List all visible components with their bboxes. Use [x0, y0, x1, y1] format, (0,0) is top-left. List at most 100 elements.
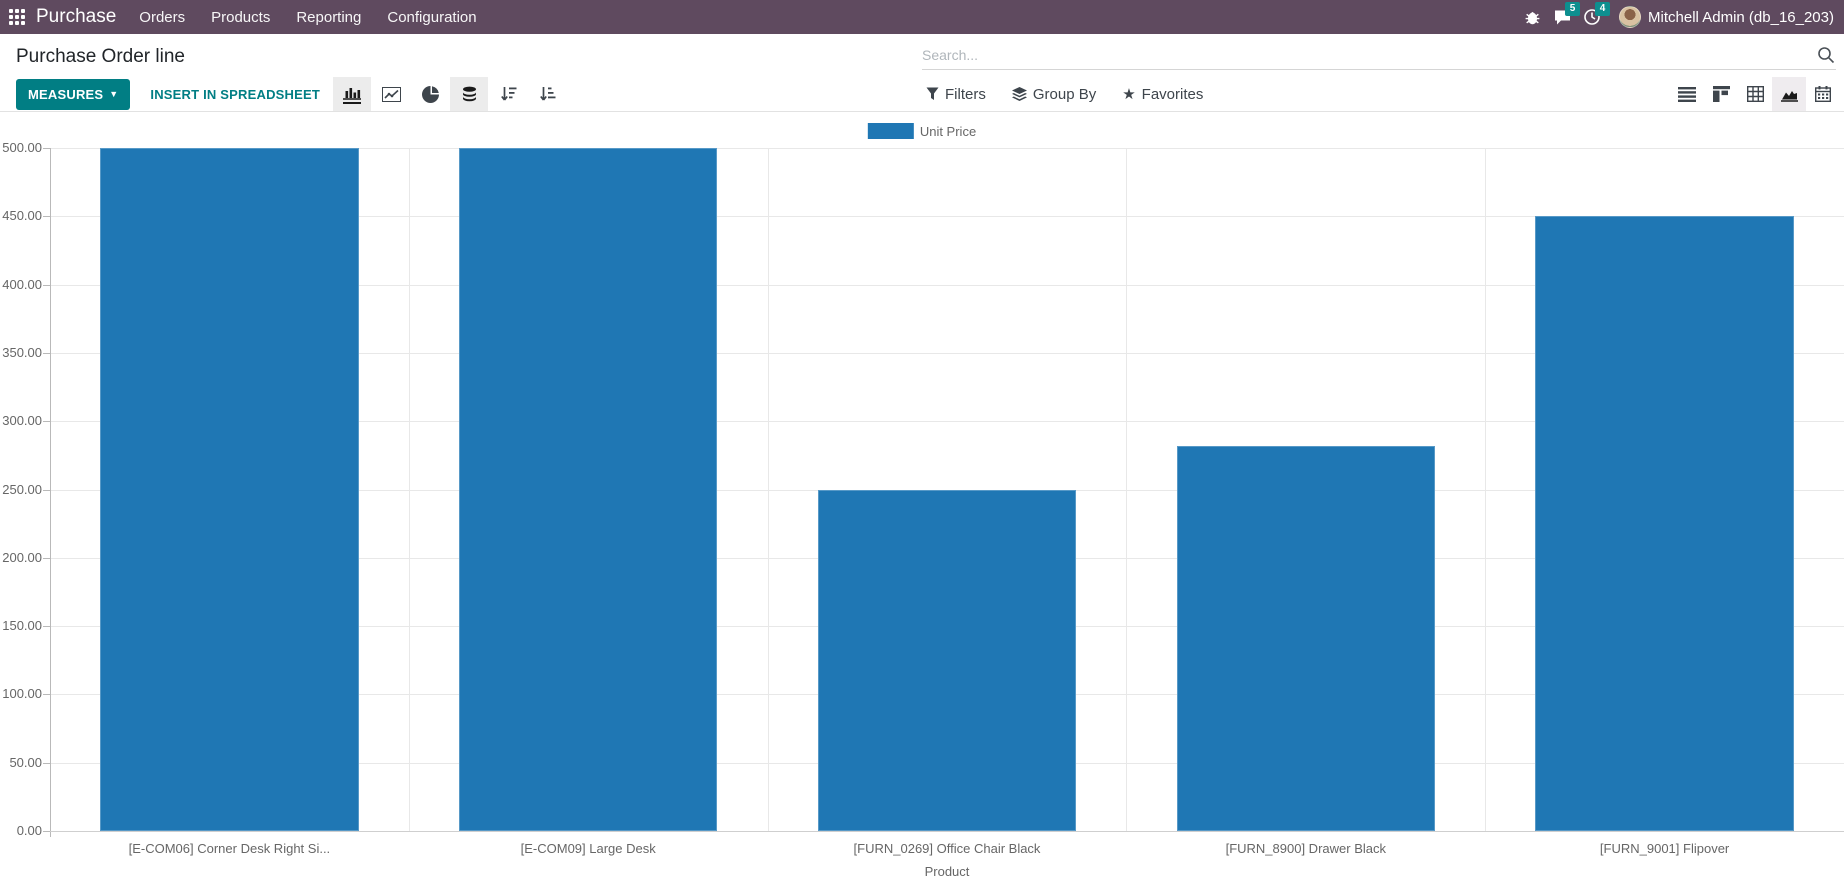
bar-chart-mode-button[interactable] [333, 77, 372, 111]
layers-icon [1011, 87, 1027, 101]
x-axis-label: [FURN_9001] Flipover [1599, 841, 1730, 856]
list-view-button[interactable] [1670, 77, 1704, 111]
pivot-view-button[interactable] [1738, 77, 1772, 111]
user-name[interactable]: Mitchell Admin (db_16_203) [1648, 8, 1834, 26]
pivot-view-icon [1746, 86, 1764, 102]
line-chart-mode-button[interactable] [372, 77, 410, 111]
y-tick [43, 626, 50, 628]
y-axis-label: 350.00 [2, 344, 42, 360]
menu-products[interactable]: Products [211, 8, 271, 26]
y-tick [43, 557, 50, 559]
v-gridline [1485, 148, 1487, 831]
legend-item-unit-price[interactable]: Unit Price [867, 123, 977, 139]
y-tick [43, 284, 50, 286]
y-tick [43, 216, 50, 218]
h-gridline [50, 421, 1844, 423]
y-axis-line [50, 148, 51, 837]
list-view-icon [1678, 86, 1696, 102]
x-axis-label: [E-COM06] Corner Desk Right Si... [128, 841, 331, 856]
filters-button[interactable]: Filters [926, 86, 986, 103]
measures-label: MEASURES [28, 86, 104, 102]
navbar-right: 5 4 Mitchell Admin (db_16_203) [1517, 0, 1844, 34]
main-menus: Orders Products Reporting Configuration [126, 0, 489, 34]
navbar-left: Purchase Orders Products Reporting Confi… [0, 0, 490, 34]
y-tick [43, 694, 50, 696]
sort-descending-button[interactable] [489, 77, 527, 111]
y-tick [43, 831, 50, 832]
sort-ascending-button[interactable] [528, 77, 566, 111]
x-axis-title: Product [924, 864, 970, 879]
y-axis-label: 250.00 [2, 481, 42, 497]
search-icon[interactable] [1816, 45, 1836, 65]
x-axis-label: [E-COM09] Large Desk [520, 841, 656, 856]
y-tick [43, 762, 50, 764]
sort-asc-icon [539, 87, 556, 101]
filter-funnel-icon [926, 87, 939, 100]
v-gridline [1126, 148, 1128, 831]
apps-menu-icon[interactable] [0, 0, 34, 34]
favorites-button[interactable]: ★ Favorites [1122, 85, 1204, 104]
legend-label: Unit Price [919, 123, 977, 139]
app-brand[interactable]: Purchase [36, 6, 117, 27]
h-gridline [50, 284, 1844, 286]
x-axis-label: [FURN_8900] Drawer Black [1225, 841, 1386, 856]
y-axis-label: 100.00 [2, 686, 42, 702]
bar-5[interactable] [1535, 216, 1794, 831]
pie-chart-icon [421, 85, 439, 103]
debug-bug-icon[interactable] [1517, 0, 1547, 34]
search-box [922, 40, 1836, 70]
favorites-label: Favorites [1141, 85, 1204, 103]
insert-in-spreadsheet-button[interactable]: INSERT IN SPREADSHEET [138, 79, 332, 110]
group-by-label: Group By [1032, 85, 1097, 103]
group-by-button[interactable]: Group By [1011, 85, 1097, 103]
menu-configuration[interactable]: Configuration [387, 8, 477, 26]
activities-button[interactable]: 4 [1577, 0, 1611, 34]
top-navbar: Purchase Orders Products Reporting Confi… [0, 0, 1844, 34]
sort-desc-icon [500, 87, 517, 101]
stacked-toggle-button[interactable] [450, 77, 489, 111]
stacked-database-icon [462, 86, 476, 101]
bar-4[interactable] [1176, 445, 1435, 831]
y-axis-label: 150.00 [2, 618, 42, 634]
y-tick [43, 489, 50, 491]
bar-chart-icon [343, 85, 362, 104]
y-tick [43, 148, 50, 149]
page-title: Purchase Order line [16, 46, 185, 67]
chart-toolbar: MEASURES ▼ INSERT IN SPREADSHEET [16, 76, 566, 112]
star-icon: ★ [1122, 86, 1136, 103]
bar-2[interactable] [459, 148, 718, 831]
menu-reporting[interactable]: Reporting [296, 8, 362, 26]
messages-badge: 5 [1565, 2, 1581, 16]
line-chart-icon [381, 86, 401, 102]
bar-1[interactable] [100, 148, 359, 831]
search-input[interactable] [922, 46, 1816, 63]
measures-button[interactable]: MEASURES ▼ [16, 78, 131, 110]
view-switcher [1670, 76, 1840, 112]
h-gridline [50, 216, 1844, 218]
grid-icon [9, 9, 25, 25]
y-axis-label: 450.00 [2, 208, 42, 224]
y-tick [43, 421, 50, 423]
toolbar-row: MEASURES ▼ INSERT IN SPREADSHEET [0, 76, 1844, 112]
messages-button[interactable]: 5 [1547, 0, 1581, 34]
v-gridline [408, 148, 410, 831]
clock-icon [1584, 9, 1600, 25]
calendar-view-button[interactable] [1806, 77, 1840, 111]
h-gridline [50, 352, 1844, 354]
y-axis-label: 300.00 [2, 413, 42, 429]
control-panel: Purchase Order line MEASURES ▼ INSERT IN… [0, 34, 1844, 112]
kanban-view-button[interactable] [1704, 77, 1738, 111]
calendar-view-icon [1815, 86, 1831, 102]
graph-view-button[interactable] [1772, 77, 1806, 111]
bar-3[interactable] [817, 489, 1077, 831]
bug-icon [1525, 11, 1539, 24]
user-avatar[interactable] [1619, 6, 1642, 28]
y-axis-label: 200.00 [2, 549, 42, 565]
menu-orders[interactable]: Orders [139, 8, 186, 26]
x-axis-label: [FURN_0269] Office Chair Black [853, 841, 1041, 856]
y-axis-label: 0.00 [16, 823, 42, 838]
activities-badge: 4 [1595, 2, 1611, 16]
filters-label: Filters [945, 85, 986, 103]
pie-chart-mode-button[interactable] [411, 77, 449, 111]
